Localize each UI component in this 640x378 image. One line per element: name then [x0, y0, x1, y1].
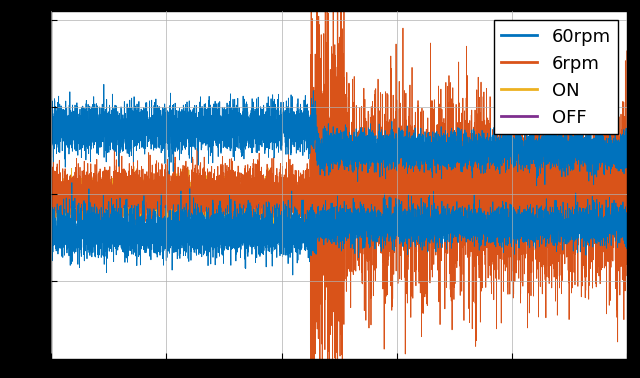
- Legend: 60rpm, 6rpm, ON, OFF: 60rpm, 6rpm, ON, OFF: [494, 20, 618, 134]
- 60rpm: [474, 142, 482, 147]
- 60rpm: [388, 127, 396, 132]
- OFF: [505, 201, 513, 206]
- ON: [388, 196, 396, 201]
- OFF: [47, 198, 55, 202]
- 60rpm: [76, 132, 84, 136]
- 6rpm: [256, 184, 264, 189]
- ON: [623, 200, 631, 204]
- 60rpm: [413, 164, 421, 168]
- ON: [312, 163, 319, 167]
- Line: OFF: OFF: [51, 200, 627, 210]
- 60rpm: [623, 137, 631, 142]
- Line: ON: ON: [51, 165, 627, 239]
- 6rpm: [388, 224, 396, 229]
- OFF: [413, 201, 421, 205]
- Line: 60rpm: 60rpm: [51, 84, 627, 186]
- 6rpm: [76, 177, 84, 181]
- 60rpm: [100, 82, 108, 87]
- 60rpm: [256, 118, 264, 122]
- OFF: [329, 208, 337, 212]
- ON: [413, 200, 421, 204]
- OFF: [256, 204, 264, 209]
- 6rpm: [413, 173, 421, 177]
- Line: 6rpm: 6rpm: [51, 0, 627, 378]
- ON: [505, 184, 513, 188]
- OFF: [76, 206, 84, 210]
- OFF: [474, 203, 482, 208]
- OFF: [388, 203, 396, 208]
- 6rpm: [47, 187, 55, 192]
- ON: [256, 222, 264, 226]
- OFF: [47, 203, 55, 207]
- 60rpm: [505, 147, 513, 152]
- ON: [76, 211, 84, 215]
- OFF: [623, 204, 631, 209]
- ON: [474, 183, 482, 187]
- 6rpm: [505, 185, 513, 189]
- ON: [170, 237, 178, 242]
- 6rpm: [474, 190, 482, 195]
- 6rpm: [623, 200, 631, 204]
- 60rpm: [47, 139, 55, 143]
- ON: [47, 216, 55, 220]
- 60rpm: [532, 183, 540, 188]
